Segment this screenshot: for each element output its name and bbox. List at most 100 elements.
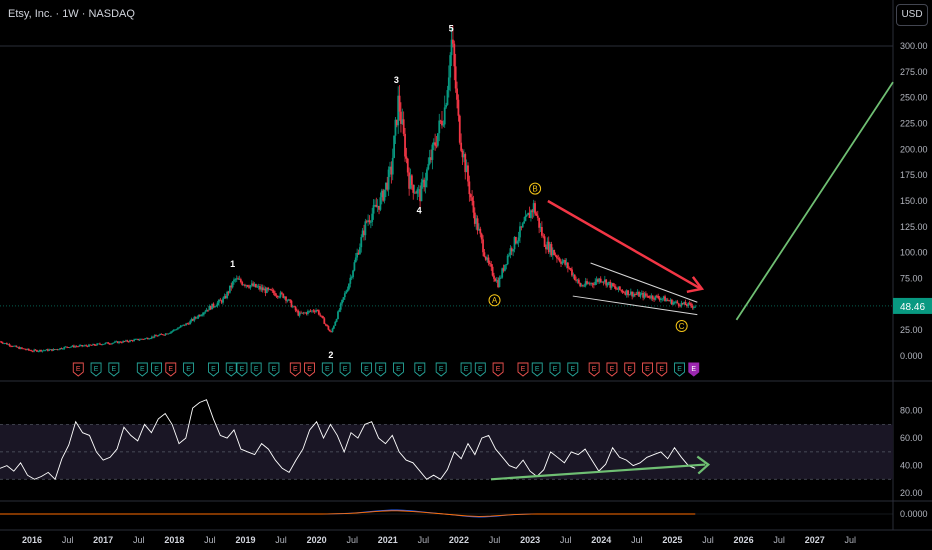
candle-body xyxy=(211,303,213,310)
candle-body xyxy=(249,285,252,288)
candle-body xyxy=(553,249,556,255)
candle-body xyxy=(599,278,602,282)
candle-body xyxy=(367,220,369,222)
candle-body xyxy=(632,294,635,297)
candle-body xyxy=(625,290,628,295)
candle-body xyxy=(665,299,668,302)
candle-body xyxy=(140,338,142,340)
earnings-marker xyxy=(517,362,529,377)
candle-body xyxy=(620,289,623,291)
candle-body xyxy=(460,142,463,151)
candle-body xyxy=(616,288,619,290)
candle-body xyxy=(660,298,662,300)
earnings-marker-label: E xyxy=(553,366,558,373)
candle-body xyxy=(413,192,416,194)
candle-body xyxy=(287,299,290,301)
currency-button[interactable]: USD xyxy=(896,4,928,26)
candle-body xyxy=(264,288,267,294)
candle-body xyxy=(279,292,282,297)
candle-body xyxy=(337,311,339,320)
candle-body xyxy=(447,77,450,91)
candle-body xyxy=(26,348,29,350)
candle-body xyxy=(508,254,510,256)
x-tick-label: 2019 xyxy=(235,535,255,545)
candle-body xyxy=(313,311,316,313)
candle-body xyxy=(486,257,489,260)
x-tick-label: Jul xyxy=(845,535,857,545)
x-tick-label: 2026 xyxy=(734,535,754,545)
candle-body xyxy=(618,286,621,290)
candle-body xyxy=(546,241,549,250)
candle-body xyxy=(458,115,461,143)
candle-body xyxy=(168,332,171,334)
candle-body xyxy=(167,333,170,335)
candle-body xyxy=(330,331,333,333)
candle-body xyxy=(573,274,576,280)
candle-body xyxy=(341,299,343,304)
candle-body xyxy=(272,290,275,294)
candle-body xyxy=(543,236,546,247)
candle-body xyxy=(439,120,442,122)
candle-body xyxy=(434,142,437,146)
candle-body xyxy=(253,283,256,287)
wave-label: 5 xyxy=(449,24,454,34)
x-tick-label: 2017 xyxy=(93,535,113,545)
wave-circle xyxy=(675,320,688,333)
candle-body xyxy=(661,298,664,300)
candle-body xyxy=(259,286,261,290)
candle-body xyxy=(415,192,417,194)
candle-body xyxy=(8,344,11,346)
candle-body xyxy=(248,286,250,288)
candle-body xyxy=(430,157,432,160)
earnings-marker xyxy=(183,362,195,377)
candle-body xyxy=(401,119,404,124)
candle-body xyxy=(566,262,569,269)
earnings-marker xyxy=(90,362,102,377)
earnings-marker xyxy=(606,362,618,377)
candle-body xyxy=(142,339,145,340)
candle-body xyxy=(72,345,75,348)
candle-body xyxy=(176,328,179,330)
wave-circle-label: C xyxy=(679,322,685,331)
candle-body xyxy=(445,104,447,108)
candle-body xyxy=(138,339,141,341)
candle-body xyxy=(30,350,33,352)
candle-body xyxy=(230,285,233,288)
candle-body xyxy=(131,340,134,342)
y-tick-label: 200.00 xyxy=(900,144,928,154)
candle-body xyxy=(688,302,691,304)
candle-body xyxy=(579,282,582,287)
earnings-marker-label: E xyxy=(229,366,234,373)
candle-body xyxy=(103,343,105,345)
candle-body xyxy=(575,279,577,281)
x-tick-label: 2023 xyxy=(520,535,540,545)
candle-body xyxy=(540,227,543,236)
candle-body xyxy=(569,268,572,270)
candle-body xyxy=(112,342,115,344)
candle-body xyxy=(608,281,610,283)
earnings-marker-label: E xyxy=(378,366,383,373)
earnings-marker xyxy=(549,362,561,377)
candle-body xyxy=(424,180,427,188)
candle-body xyxy=(293,306,296,308)
candle-body xyxy=(63,346,66,349)
candle-body xyxy=(244,284,246,286)
x-tick-label: Jul xyxy=(204,535,216,545)
earnings-marker xyxy=(656,362,668,377)
candle-body xyxy=(410,175,413,185)
candle-body xyxy=(591,283,594,285)
candle-body xyxy=(316,310,319,311)
candle-body xyxy=(479,228,482,234)
candle-body xyxy=(320,315,323,317)
candle-body xyxy=(483,252,486,257)
candle-body xyxy=(368,220,371,223)
candle-body xyxy=(657,295,660,299)
macd-signal-line xyxy=(0,510,696,517)
candle-body xyxy=(96,343,99,346)
earnings-marker xyxy=(674,362,685,377)
candle-body xyxy=(592,284,595,286)
candle-body xyxy=(504,264,506,271)
candle-body xyxy=(621,290,624,293)
candle-body xyxy=(471,197,473,201)
